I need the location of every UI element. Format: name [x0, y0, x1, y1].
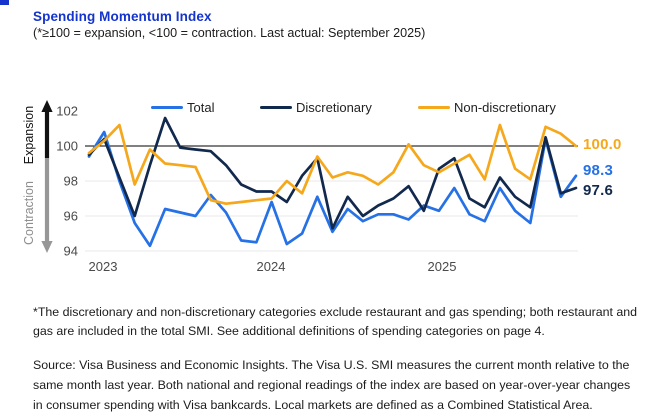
x-label-2023: 2023 — [89, 259, 118, 274]
total-line-swatch — [151, 105, 183, 110]
series-line-nondiscretionary — [87, 123, 578, 206]
series-line-total — [87, 130, 578, 248]
legend-item-discretionary: Discretionary — [260, 100, 372, 115]
expansion-axis-label: Expansion — [22, 106, 36, 164]
nondiscretionary-line-swatch — [418, 105, 450, 110]
expansion-contraction-arrow: Expansion Contraction — [22, 100, 53, 253]
legend-label-total: Total — [187, 100, 215, 115]
y-tick-98: 98 — [64, 174, 78, 189]
y-tick-94: 94 — [64, 244, 78, 259]
legend-item-nondiscretionary: Non-discretionary — [418, 100, 556, 115]
end-value-total: 98.3 — [583, 162, 613, 179]
down-arrow-icon — [41, 241, 53, 253]
legend-item-total: Total — [151, 100, 214, 115]
source-text: Source: Visa Business and Economic Insig… — [33, 358, 631, 412]
y-tick-102: 102 — [56, 104, 78, 119]
series-line-discretionary — [87, 116, 578, 230]
end-value-nondiscretionary: 100.0 — [583, 136, 622, 153]
y-tick-100: 100 — [56, 139, 78, 154]
y-tick-96: 96 — [64, 209, 78, 224]
contraction-axis-label: Contraction — [22, 181, 36, 245]
page-corner-mark — [0, 0, 9, 5]
chart-canvas: Expansion Contraction 102 100 98 96 94 2023 20… — [22, 100, 578, 274]
discretionary-line-swatch — [260, 105, 292, 110]
x-label-2025: 2025 — [428, 259, 457, 274]
smi-line-chart: Expansion Contraction 102 100 98 96 94 2023 20… — [0, 95, 666, 295]
legend-label-nondiscretionary: Non-discretionary — [454, 100, 556, 115]
legend-label-discretionary: Discretionary — [296, 100, 372, 115]
x-label-2024: 2024 — [257, 259, 286, 274]
footnote-text: *The discretionary and non-discretionary… — [33, 305, 638, 338]
chart-subtitle: (*≥100 = expansion, <100 = contraction. … — [33, 26, 426, 40]
end-value-discretionary: 97.6 — [583, 182, 613, 199]
up-arrow-icon — [41, 100, 53, 112]
chart-title: Spending Momentum Index — [33, 9, 212, 24]
